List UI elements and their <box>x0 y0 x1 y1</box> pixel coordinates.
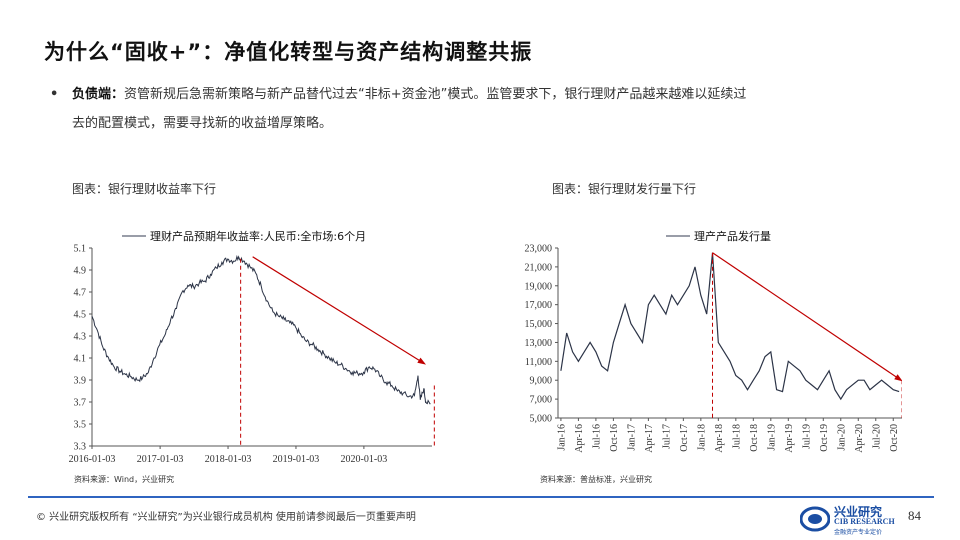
chart1-y-tick-label: 4.9 <box>74 266 87 277</box>
chart2-x-tick-label: Oct-20 <box>889 424 900 452</box>
chart1-x-tick-label: 2017-01-03 <box>137 454 184 465</box>
chart2-x-tick-label: Jan-19 <box>766 424 777 451</box>
chart2-x-tick-label: Jul-16 <box>591 424 602 449</box>
chart2-y-tick-label: 11,000 <box>525 357 552 368</box>
page-number: 84 <box>908 508 921 523</box>
chart1-trend-arrow <box>252 256 425 365</box>
chart2-x-tick-label: Jul-18 <box>731 424 742 449</box>
footer-disclaimer: © 兴业研究版权所有 “兴业研究”为兴业银行成员机构 使用前请参阅最后一页重要声… <box>36 512 416 523</box>
chart1-x-tick-label: 2019-01-03 <box>273 454 320 465</box>
chart1-legend-label: 理财产品预期年收益率:人民币:全市场:6个月 <box>150 229 366 243</box>
chart2-trend-arrow <box>712 252 902 381</box>
bullet-dot: • <box>50 87 59 102</box>
chart2-source: 资料来源：普益标准，兴业研究 <box>540 475 652 484</box>
chart2-x-tick-label: Jul-20 <box>871 424 882 449</box>
chart2-trend-arrowhead <box>894 374 902 382</box>
chart2-y-tick-label: 21,000 <box>525 262 553 273</box>
logo-tagline: 金融资产专业定价 <box>834 529 883 536</box>
chart2-y-tick-label: 17,000 <box>525 300 553 311</box>
chart2-x-tick-label: Apr-16 <box>574 424 585 453</box>
chart2-x-tick-label: Apr-17 <box>644 424 655 453</box>
logo-name: 兴业研究 <box>834 505 883 519</box>
logo-en: CIB RESEARCH <box>834 517 895 526</box>
chart2-x-tick-label: Jan-20 <box>836 424 847 451</box>
chart1-y-tick-label: 4.3 <box>74 332 87 343</box>
chart2-x-tick-label: Jan-16 <box>556 424 567 451</box>
chart2-caption: 图表：银行理财发行量下行 <box>552 182 697 196</box>
chart1-y-tick-label: 3.3 <box>74 442 87 453</box>
slide-title: 为什么“固收+”：净值化转型与资产结构调整共振 <box>44 40 533 64</box>
chart2-y-tick-label: 23,000 <box>525 244 553 255</box>
chart2-x-tick-label: Apr-19 <box>784 424 795 453</box>
bullet-line-2: 去的配置模式，需要寻找新的收益增厚策略。 <box>72 116 333 131</box>
chart1-x-tick-label: 2020-01-03 <box>341 454 388 465</box>
chart1-y-tick-label: 3.7 <box>74 398 87 409</box>
chart2-series-line <box>560 252 900 401</box>
footer-divider <box>28 496 934 498</box>
chart2-y-tick-label: 5,000 <box>530 414 553 425</box>
cib-logo-icon <box>800 506 830 532</box>
chart1-series-line <box>91 254 431 405</box>
chart2-x-tick-label: Oct-16 <box>609 424 620 452</box>
chart2-y-tick-label: 13,000 <box>525 338 553 349</box>
chart2-x-tick-label: Jul-19 <box>801 424 812 449</box>
bullet-line-1: 资管新规后急需新策略与新产品替代过去“非标+资金池”模式。监管要求下，银行理财产… <box>124 87 747 102</box>
cib-research-logo: 兴业研究 CIB RESEARCH 金融资产专业定价 <box>800 502 896 536</box>
chart1-x-tick-label: 2018-01-03 <box>205 454 252 465</box>
chart1-caption: 图表：银行理财收益率下行 <box>72 182 217 196</box>
issuance-chart: 理产产品发行量 23,000 21,000 19,000 17,000 15,000 13… <box>525 229 902 453</box>
chart1-y-tick-label: 4.1 <box>74 354 87 365</box>
chart2-x-tick-label: Apr-18 <box>714 424 725 453</box>
bullet-paragraph: • 负债端：资管新规后急需新策略与新产品替代过去“非标+资金池”模式。监管要求下… <box>50 80 930 138</box>
chart2-x-tick-label: Jan-17 <box>626 424 637 451</box>
chart2-y-tick-label: 15,000 <box>525 319 553 330</box>
chart1-x-tick-label: 2016-01-03 <box>69 454 116 465</box>
bullet-text: 负债端：资管新规后急需新策略与新产品替代过去“非标+资金池”模式。监管要求下，银… <box>72 80 930 138</box>
chart1-y-tick-label: 5.1 <box>74 244 87 255</box>
chart2-y-tick-label: 19,000 <box>525 281 553 292</box>
chart2-x-tick-label: Jan-18 <box>696 424 707 451</box>
chart1-y-tick-label: 4.5 <box>74 310 87 321</box>
chart2-x-tick-label: Jul-17 <box>661 424 672 449</box>
chart2-legend-label: 理产产品发行量 <box>694 229 771 243</box>
chart2-x-tick-label: Apr-20 <box>854 424 865 453</box>
bullet-label: 负债端： <box>72 87 125 102</box>
chart2-x-tick-label: Oct-18 <box>749 424 760 452</box>
chart1-trend-arrowhead <box>417 357 426 365</box>
chart2-y-tick-label: 9,000 <box>530 376 553 387</box>
yield-chart: 理财产品预期年收益率:人民币:全市场:6个月 5.1 4.9 4.7 4.5 4.3 4.… <box>69 229 435 465</box>
chart2-y-tick-label: 7,000 <box>530 395 553 406</box>
chart1-y-tick-label: 4.7 <box>74 288 87 299</box>
chart1-source: 资料来源：Wind，兴业研究 <box>74 475 175 484</box>
chart1-y-tick-label: 3.5 <box>74 420 87 431</box>
chart2-x-tick-label: Oct-19 <box>819 424 830 452</box>
chart1-y-tick-label: 3.9 <box>74 376 87 387</box>
chart2-x-tick-label: Oct-17 <box>679 424 690 452</box>
